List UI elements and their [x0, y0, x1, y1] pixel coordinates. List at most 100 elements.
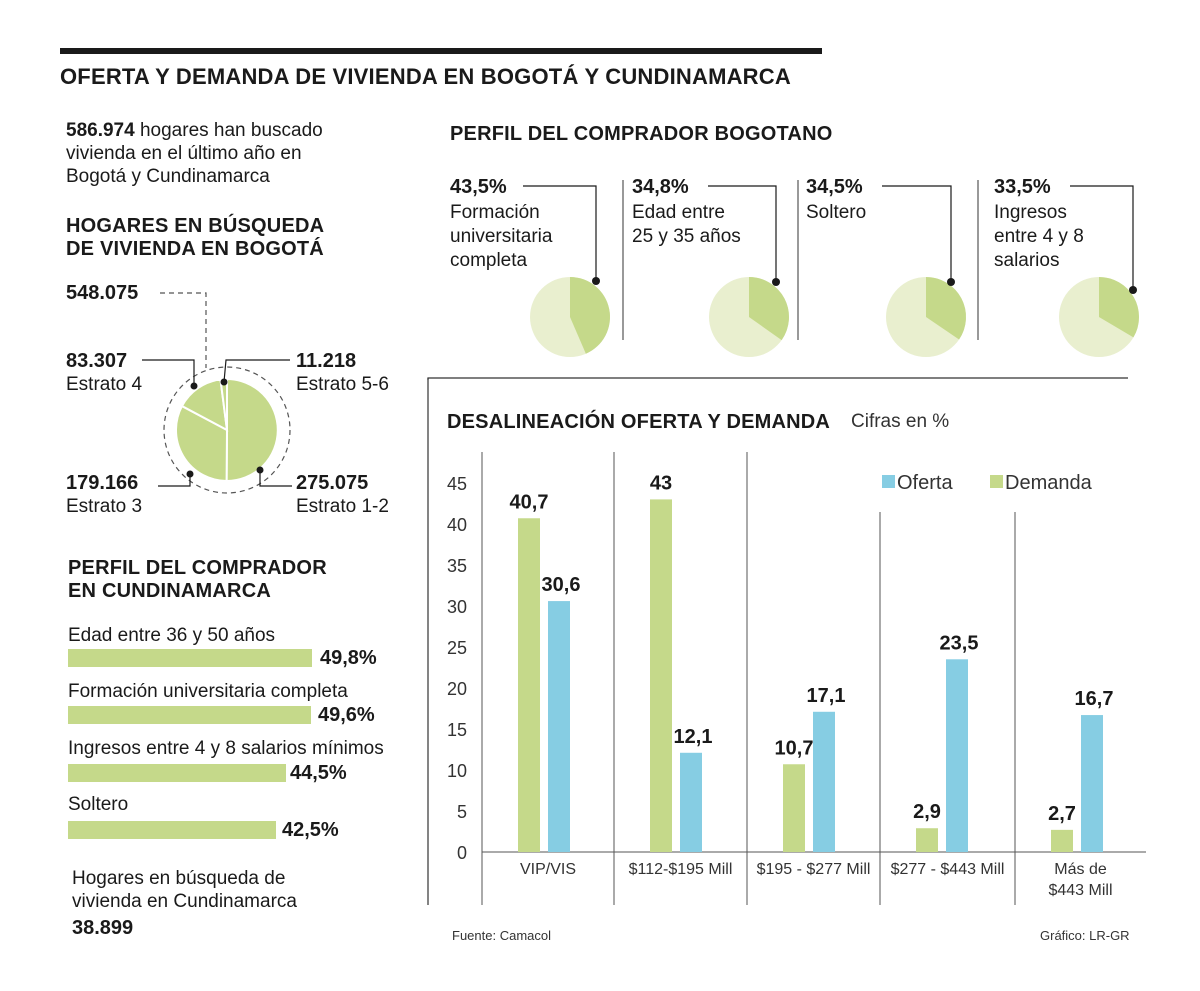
cund-value-3: 42,5%: [282, 819, 339, 841]
page-title: OFERTA Y DEMANDA DE VIVIENDA EN BOGOTÁ Y…: [60, 64, 791, 89]
x-category-label: $443 Mill: [1048, 882, 1112, 899]
legend-label-oferta: Oferta: [897, 472, 953, 494]
profile-leader-3: [1070, 185, 1134, 289]
profile-leader-1: [708, 185, 777, 281]
profile-value-1: 34,8%: [632, 176, 689, 198]
estrato-4-value: 83.307: [66, 350, 128, 372]
y-tick-label: 30: [447, 597, 467, 617]
profile-line-1-0: Edad entre: [632, 202, 725, 223]
bar-oferta-4: [1081, 715, 1103, 852]
estrato-3-label: Estrato 3: [66, 496, 143, 517]
chart-legend: Oferta Demanda: [882, 472, 1093, 494]
x-category-label: $195 - $277 Mill: [757, 861, 871, 878]
cund-value-1: 49,6%: [318, 704, 375, 726]
estrato-5-6-value: 11.218: [296, 350, 357, 372]
label-oferta-4: 16,7: [1075, 688, 1114, 710]
graphic-credit: Gráfico: LR-GR: [1040, 928, 1130, 943]
bar-demanda-0: [518, 518, 540, 852]
y-tick-label: 15: [447, 720, 467, 740]
x-category-label: $277 - $443 Mill: [891, 861, 1005, 878]
profile-line-2-0: Soltero: [806, 202, 867, 223]
y-tick-label: 45: [447, 474, 467, 494]
source-credit: Fuente: Camacol: [452, 928, 551, 943]
profile-pie-slice-1: [749, 277, 789, 341]
estrato-3-value: 179.166: [66, 472, 139, 494]
dot-estrato-3: [186, 470, 194, 478]
legend-label-demanda: Demanda: [1005, 472, 1093, 494]
bogota-profile-title: PERFIL DEL COMPRADOR BOGOTANO: [450, 123, 833, 145]
y-tick-label: 0: [457, 843, 467, 863]
profile-dot-0: [592, 277, 600, 285]
profile-value-3: 33,5%: [994, 176, 1051, 198]
cund-bar-1: [68, 706, 312, 724]
leader-total: [160, 292, 207, 368]
bar-oferta-3: [946, 659, 968, 852]
dot-estrato-1-2: [256, 466, 264, 474]
y-tick-label: 5: [457, 802, 467, 822]
x-category-label: VIP/VIS: [520, 861, 576, 878]
leader-estrato-5-6: [223, 359, 290, 383]
estrato-1-2-value: 275.075: [296, 472, 369, 494]
label-demanda-0: 40,7: [510, 491, 549, 513]
label-oferta-0: 30,6: [542, 574, 581, 596]
bogota-estrato-pie: [142, 292, 292, 494]
chart-title: DESALINEACIÓN OFERTA Y DEMANDA: [447, 411, 831, 433]
pie-slice-estrato-1-2: [225, 377, 279, 483]
cund-households-label-2: vivienda en Cundinamarca: [72, 891, 297, 912]
label-demanda-2: 10,7: [775, 737, 814, 759]
chart-subtitle: Cifras en %: [851, 411, 950, 432]
profile-value-0: 43,5%: [450, 176, 507, 198]
profile-value-2: 34,5%: [806, 176, 863, 198]
bar-demanda-2: [783, 764, 805, 852]
intro-line-3: Bogotá y Cundinamarca: [66, 166, 270, 187]
y-tick-label: 40: [447, 515, 467, 535]
estrato-1-2-label: Estrato 1-2: [296, 496, 389, 517]
bogota-profile-pies: [427, 180, 1139, 380]
profile-line-0-1: universitaria: [450, 226, 553, 247]
top-rule: [60, 48, 822, 54]
bar-oferta-0: [548, 601, 570, 852]
profile-line-3-1: entre 4 y 8: [994, 226, 1084, 247]
label-demanda-1: 43: [650, 472, 672, 494]
dot-estrato-4: [190, 382, 198, 390]
cund-label-2: Ingresos entre 4 y 8 salarios mínimos: [68, 738, 384, 759]
leader-estrato-4: [142, 359, 195, 386]
y-tick-label: 20: [447, 679, 467, 699]
cund-value-0: 49,8%: [320, 647, 377, 669]
profile-line-3-2: salarios: [994, 250, 1060, 271]
y-tick-label: 35: [447, 556, 467, 576]
profile-line-0-2: completa: [450, 250, 528, 271]
bogota-households-title-2: DE VIVIENDA EN BOGOTÁ: [66, 238, 324, 260]
estrato-5-6-label: Estrato 5-6: [296, 374, 389, 395]
x-category-label: $112-$195 Mill: [629, 861, 733, 878]
profile-line-0-0: Formación: [450, 202, 540, 223]
leader-estrato-3: [158, 474, 191, 487]
profile-pie-group: [530, 277, 1139, 357]
cund-households-value: 38.899: [72, 917, 134, 939]
bar-demanda-4: [1051, 829, 1073, 852]
cund-value-2: 44,5%: [290, 762, 347, 784]
cund-bar-2: [68, 764, 287, 782]
y-tick-label: 10: [447, 761, 467, 781]
cund-label-1: Formación universitaria completa: [68, 681, 348, 702]
intro-text-1: hogares han buscado: [139, 120, 323, 141]
profile-pie-slice-0: [570, 277, 611, 354]
cundinamarca-title-1: PERFIL DEL COMPRADOR: [68, 557, 327, 579]
cund-label-3: Soltero: [68, 794, 129, 815]
estrato-4-label: Estrato 4: [66, 374, 143, 395]
profile-pie-slice-3: [1099, 277, 1139, 338]
leader-estrato-1-2: [259, 470, 292, 487]
profile-dot-2: [947, 278, 955, 286]
label-oferta-2: 17,1: [807, 685, 846, 707]
profile-dot-3: [1129, 286, 1137, 294]
cund-bar-0: [68, 649, 313, 667]
bar-oferta-2: [813, 711, 835, 852]
intro-number: 586.974: [66, 120, 135, 141]
label-demanda-3: 2,9: [913, 801, 941, 823]
intro-line-2: vivienda en el último año en: [66, 143, 302, 164]
label-oferta-1: 12,1: [674, 726, 713, 748]
intro-line-1: 586.974 hogares han buscado: [66, 120, 323, 142]
bogota-total-value: 548.075: [66, 282, 139, 304]
cundinamarca-title-2: EN CUNDINAMARCA: [68, 580, 271, 602]
